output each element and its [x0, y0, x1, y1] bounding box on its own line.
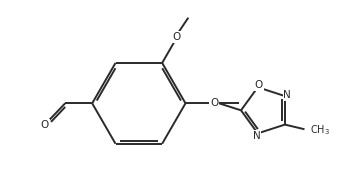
Text: O: O	[210, 98, 218, 108]
Text: O: O	[255, 80, 263, 90]
Text: O: O	[40, 120, 49, 130]
Text: O: O	[173, 32, 181, 42]
Text: CH$_3$: CH$_3$	[310, 123, 330, 137]
Text: N: N	[283, 90, 291, 100]
Text: N: N	[252, 131, 260, 141]
